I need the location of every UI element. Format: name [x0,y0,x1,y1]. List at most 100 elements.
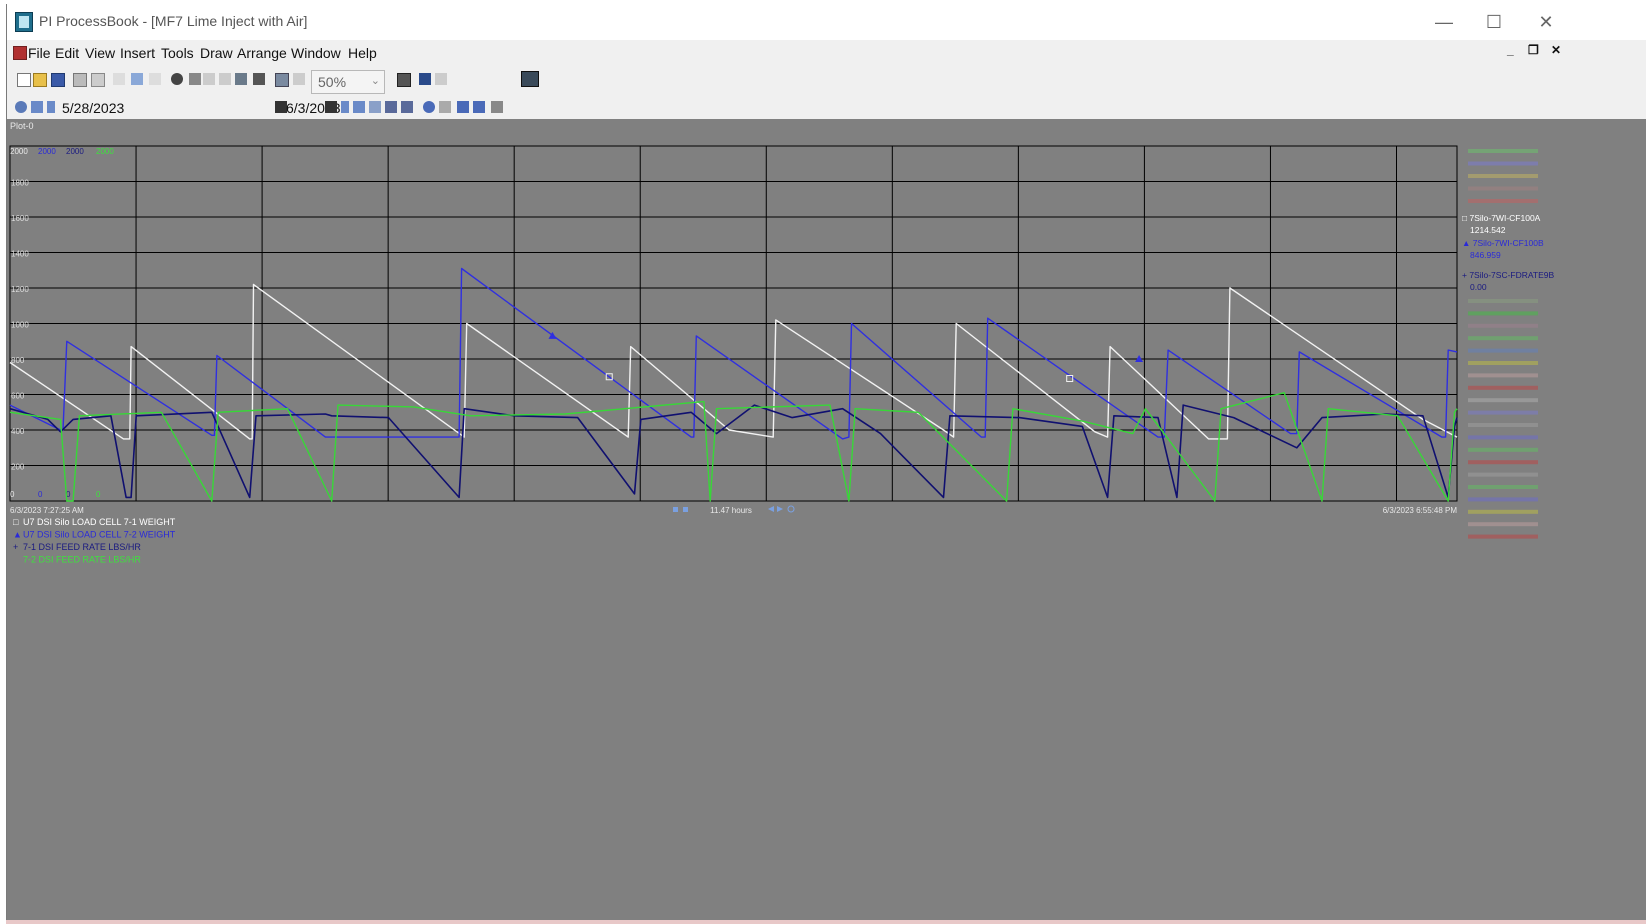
series-line-1 [9,267,1458,440]
legend-faint-item [1468,149,1538,153]
menu-draw[interactable]: Draw [200,45,233,61]
legend-label-1: U7 DSI Silo LOAD CELL 7-2 WEIGHT [23,530,176,540]
play-icon[interactable] [457,101,469,113]
paste-icon[interactable] [149,73,161,85]
minimize-button[interactable]: — [1435,12,1453,32]
redo-icon[interactable] [219,73,231,85]
plot-border [9,145,1458,502]
start-time-field[interactable]: 5/28/2023 [62,100,125,116]
right-legend-value-2: 0.00 [1470,282,1487,292]
start-calendar-icon[interactable] [275,101,287,113]
legend-faint-item [1468,472,1538,477]
document-icon[interactable] [13,46,27,60]
zoom-time-icon[interactable] [369,101,381,113]
refresh-icon[interactable] [15,101,27,113]
series-marker [1135,355,1144,362]
menu-file[interactable]: File [28,45,51,61]
right-legend-label-2: + 7Silo-7SC-FDRATE9B [1462,270,1555,280]
trend-chart[interactable]: 200 400 600 800 1000 1200 1400 1600 1800 2000 2000… [7,119,1646,924]
trend-plot-area[interactable]: Plot-0 200 400 600 800 1000 1200 1400 1600 1800 2… [7,119,1646,924]
multi-scale-icon[interactable] [401,101,413,113]
mdi-close-button[interactable]: ✕ [1551,43,1562,57]
legend-faint-item [1468,398,1538,403]
menu-view[interactable]: View [85,45,116,61]
close-button[interactable]: ✕ [1538,12,1554,32]
trend-icon[interactable] [397,73,411,87]
series-line-0 [9,283,1458,440]
legend-faint-item [1468,323,1538,328]
menu-help[interactable]: Help [348,45,377,61]
save-icon[interactable] [51,73,65,87]
zoom-out-icon [683,507,688,512]
y-tick-label: 1800 [11,179,29,188]
properties-icon[interactable] [435,73,447,85]
menu-bar: File Edit View Insert Tools Draw Arrange… [7,41,1646,65]
pointer-help-icon[interactable] [419,73,431,85]
y-top-label-3: 2000 [96,147,114,156]
y-tick-label: 800 [11,356,25,365]
y-tick-label: 1400 [11,250,29,259]
scroll-left-icon [768,506,774,512]
plot-name-label: Plot-0 [10,121,34,131]
zoom-in-icon [673,507,678,512]
forward-icon[interactable] [341,101,349,113]
y-bottom-label-3: 0 [96,490,101,499]
zoom-value: 50% [318,74,347,90]
menu-insert[interactable]: Insert [120,45,156,61]
legend-faint-item [1468,174,1538,178]
mdi-minimize-button[interactable]: _ [1507,43,1514,57]
scale-icon[interactable] [385,101,397,113]
legend-faint-item [1468,522,1538,527]
layout-icon[interactable] [293,73,305,85]
mdi-restore-button[interactable]: ❐ [1528,43,1539,57]
find-icon[interactable] [253,73,265,85]
legend-faint-item [1468,385,1538,390]
menu-tools[interactable]: Tools [161,45,194,61]
cut-icon[interactable] [113,73,125,85]
zoom-select[interactable]: 50% ⌄ [311,70,385,94]
fast-forward-icon[interactable] [353,101,365,113]
maximize-button[interactable]: ☐ [1485,12,1503,32]
legend-faint-item [1468,423,1538,427]
legend-faint-item [1468,336,1538,341]
back-icon[interactable] [47,101,55,113]
legend-faint-item [1468,373,1538,378]
insert-value-icon[interactable] [189,73,201,85]
grid-icon[interactable] [275,73,289,87]
menu-arrange[interactable]: Arrange [237,45,287,61]
y-tick-label: 400 [11,427,25,436]
stop-icon[interactable] [439,101,451,113]
end-calendar-icon[interactable] [325,101,337,113]
data-icon[interactable] [171,73,183,85]
right-legend-label-0: □ 7Silo-7WI-CF100A [1462,213,1541,223]
print-icon[interactable] [73,73,87,87]
main-toolbar: 50% ⌄ [7,66,542,94]
legend-faint-item [1468,361,1538,365]
legend-faint-item [1468,497,1538,502]
copy-icon[interactable] [131,73,143,85]
processbook-app-icon [15,12,33,32]
y-top-label-1: 2000 [38,147,56,156]
series-marker [605,373,613,381]
legend-faint-item [1468,161,1538,166]
open-folder-icon[interactable] [33,73,47,87]
right-legend-value-1: 846.959 [1470,250,1501,260]
series-marker [548,331,557,339]
menu-window[interactable]: Window [291,45,341,61]
settings-icon[interactable] [491,101,503,113]
legend-label-3: 7-2 DSI FEED RATE LBS/HR [23,555,141,565]
step-icon[interactable] [473,101,485,113]
menu-edit[interactable]: Edit [55,45,80,61]
print-preview-icon[interactable] [91,73,105,87]
new-file-icon[interactable] [17,73,31,87]
y-top-label-2: 2000 [66,147,84,156]
undo-icon[interactable] [203,73,215,85]
reload-icon[interactable] [423,101,435,113]
rewind-icon[interactable] [31,101,43,113]
y-tick-label: 1600 [11,214,29,223]
scroll-right-icon [777,506,783,512]
tools-icon[interactable] [235,73,247,85]
chevron-down-icon: ⌄ [370,75,380,87]
bottom-edge [6,920,1646,924]
run-mode-icon[interactable] [521,71,539,87]
